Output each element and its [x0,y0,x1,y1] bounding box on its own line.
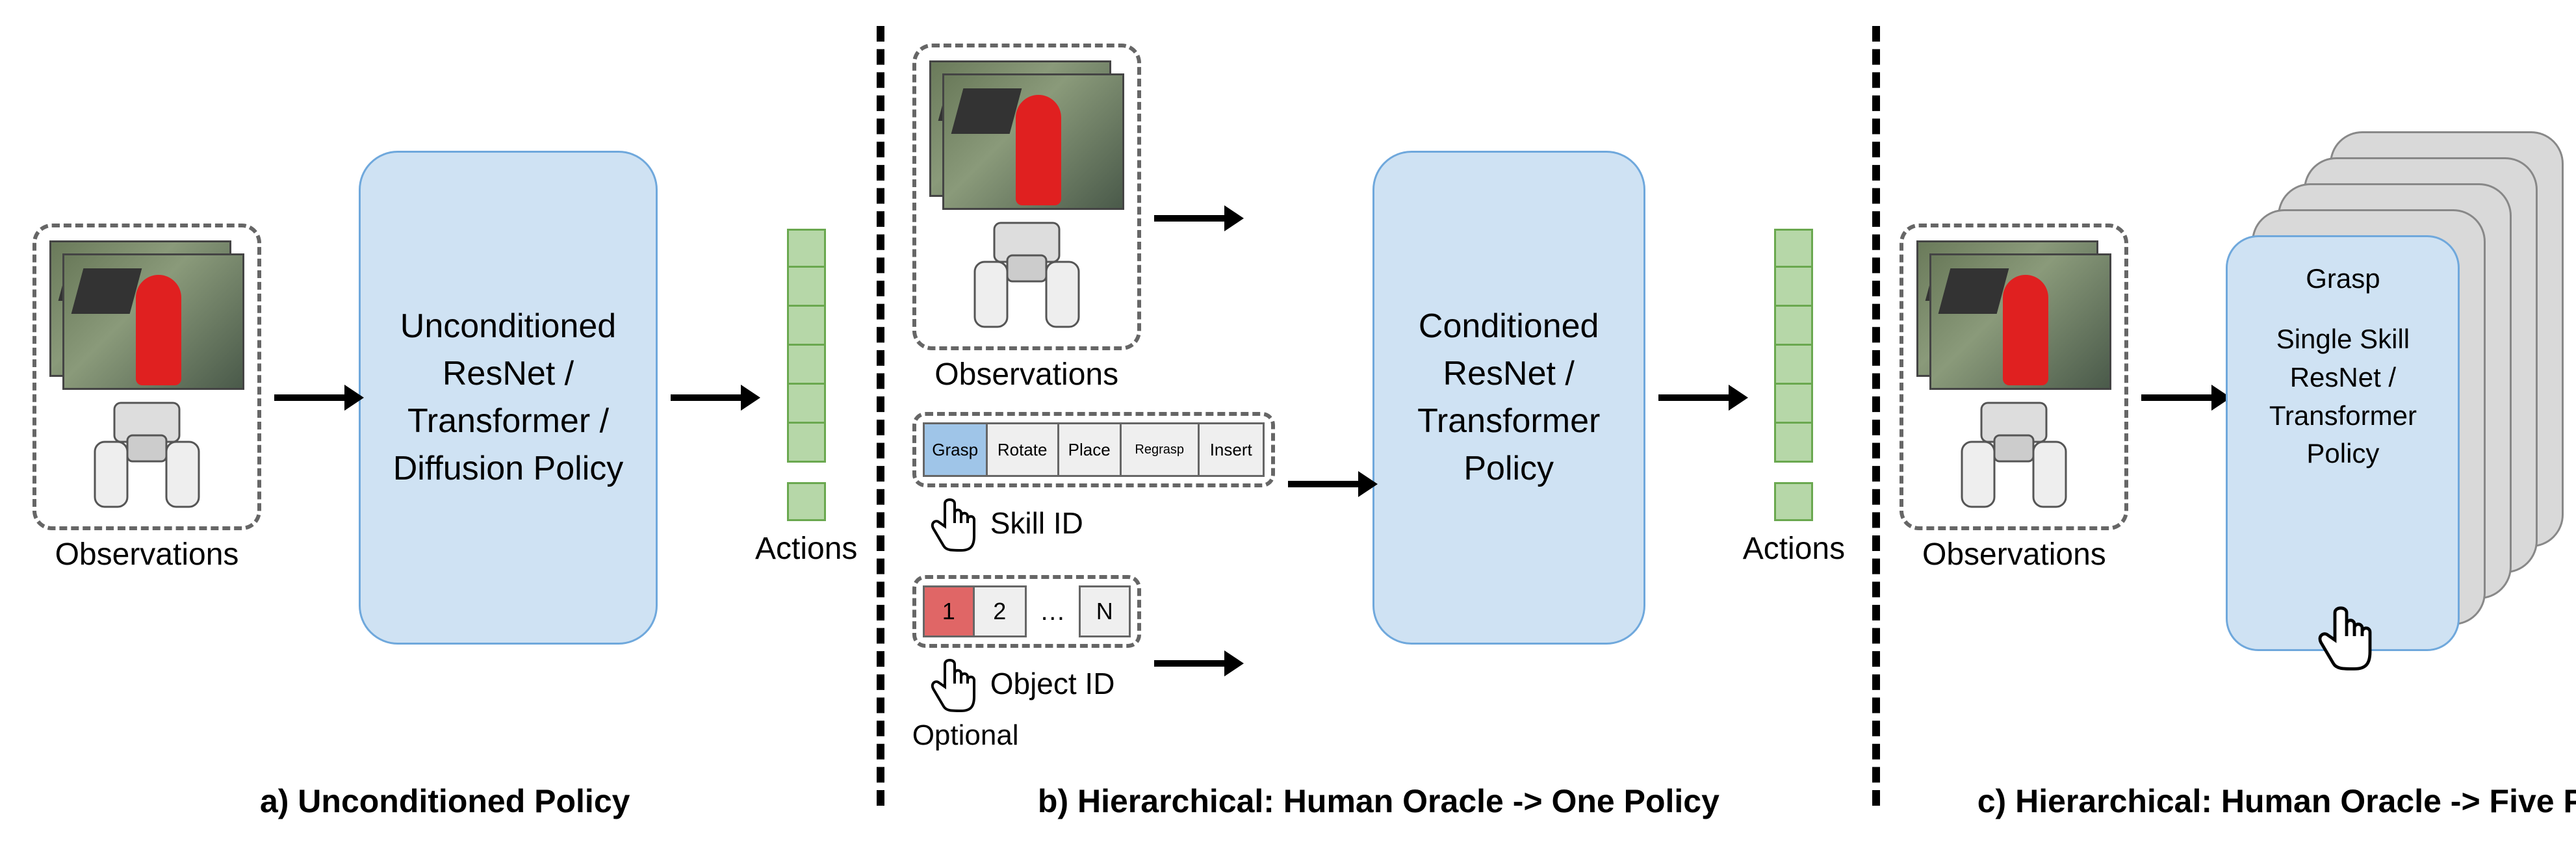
gripper-icon [1923,396,2105,513]
action-cell [1774,385,1813,424]
skill-id-label: Skill ID [990,506,1083,541]
caption-c: c) Hierarchical: Human Oracle -> Five Po… [1977,782,2576,820]
policy-card-body: Single Skill ResNet / Transformer Policy [2241,320,2445,473]
observations-b: Observations [912,44,1141,392]
skill-id-row: GraspRotatePlaceRegraspInsert Skill ID [912,412,1366,556]
action-vector-top [1774,229,1813,463]
camera-image-icon [49,240,244,390]
arrow-icon [1658,394,1730,401]
vertical-divider [1872,26,1880,806]
panel-a: Observations Unconditioned ResNet / Tran… [13,13,877,833]
pointer-hand-icon [919,651,984,716]
unconditioned-policy-box: Unconditioned ResNet / Transformer / Dif… [359,151,658,645]
observations-row-b: Observations [912,44,1232,392]
policy-stack[interactable]: InsertRegraspPlaceRotateGraspSingle Skil… [2226,131,2564,664]
action-cell [1774,229,1813,268]
policy-card-title: Grasp [2306,263,2380,294]
action-cell [787,424,826,463]
action-vector-bottom [1774,482,1813,521]
object-id-row: 12…N Object ID Optional [912,575,1232,752]
object-cell-1[interactable]: 1 [923,585,975,637]
optional-label: Optional [912,719,1019,752]
pointer-hand-icon [2304,597,2382,675]
caption-b: b) Hierarchical: Human Oracle -> One Pol… [1038,782,1719,820]
skill-cell-regrasp[interactable]: Regrasp [1122,422,1200,477]
action-cell [787,229,826,268]
skill-id-selector[interactable]: GraspRotatePlaceRegraspInsert [912,412,1275,487]
object-id-selector[interactable]: 12…N [912,575,1141,648]
action-cell [787,307,826,346]
panel-b: Observations GraspRotatePlaceRegraspInse… [884,13,1872,833]
action-cell [787,268,826,307]
actions-label: Actions [755,531,857,567]
observations-label: Observations [934,357,1118,392]
action-vector-bottom [787,482,826,521]
observations-box [1900,224,2128,530]
action-cell [1774,307,1813,346]
actions-label: Actions [1743,531,1845,567]
observations-c: Observations [1900,224,2128,572]
camera-image-icon [1916,240,2111,390]
action-vector-top [787,229,826,463]
arrow-icon [1288,481,1359,487]
panel-a-body: Observations Unconditioned ResNet / Tran… [32,26,857,769]
arrow-icon [671,394,742,401]
skill-cell-insert[interactable]: Insert [1200,422,1265,477]
observations-box [912,44,1141,350]
pointer-hand-icon [919,491,984,556]
action-cell [1774,346,1813,385]
ellipsis-icon: … [1027,597,1079,626]
gripper-icon [56,396,238,513]
actions-a: Actions [755,229,857,567]
arrow-icon [1154,215,1226,222]
actions-b: Actions [1743,229,1845,567]
observations-box [32,224,261,530]
gripper-icon [936,216,1118,333]
action-cell [787,385,826,424]
arrow-icon [1154,660,1226,667]
action-cell [1774,424,1813,463]
skill-cell-grasp[interactable]: Grasp [923,422,988,477]
diagram-container: Observations Unconditioned ResNet / Tran… [13,13,2563,833]
arrow-icon [274,394,346,401]
action-cell [1774,268,1813,307]
skill-cell-rotate[interactable]: Rotate [988,422,1059,477]
object-cell-n[interactable]: N [1079,585,1131,637]
skill-cell-place[interactable]: Place [1059,422,1122,477]
observations-a: Observations [32,224,261,572]
object-id-label: Object ID [990,666,1115,701]
action-cell [787,482,826,521]
action-cell [1774,482,1813,521]
caption-a: a) Unconditioned Policy [260,782,630,820]
panel-b-inputs: Observations GraspRotatePlaceRegraspInse… [912,44,1366,752]
camera-image-icon [929,60,1124,210]
observations-label: Observations [1922,537,2106,572]
arrow-icon [2141,394,2213,401]
panel-c: Observations InsertRegraspPlaceRotateGra… [1880,13,2576,833]
vertical-divider [877,26,884,806]
panel-b-body: Observations GraspRotatePlaceRegraspInse… [904,26,1853,769]
panel-c-body: Observations InsertRegraspPlaceRotateGra… [1900,26,2576,769]
policy-card-grasp[interactable]: Grasp Single Skill ResNet / Transformer P… [2226,235,2460,651]
action-cell [787,346,826,385]
observations-label: Observations [55,537,239,572]
object-cell-2[interactable]: 2 [975,585,1027,637]
conditioned-policy-box: Conditioned ResNet / Transformer Policy [1372,151,1645,645]
